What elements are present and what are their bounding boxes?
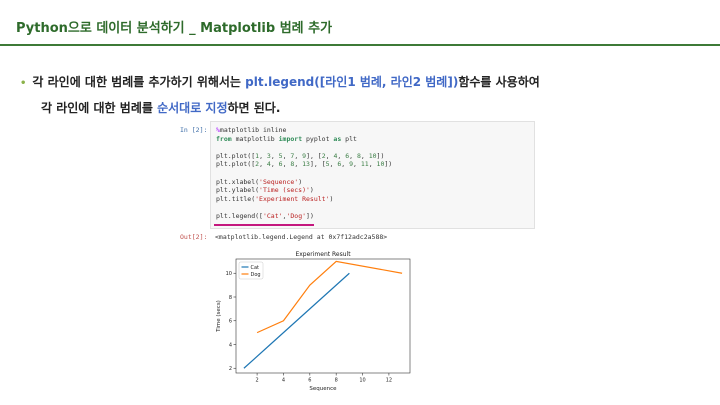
line2-suffix: 하면 된다. [227,101,281,115]
line1-highlight: plt.legend([라인1 범례, 라인2 범례]) [245,75,459,89]
y-tick-label: 6 [229,319,232,325]
chart: Experiment Result Sequence Time (secs) 2 4 6 8… [214,248,424,398]
slide-header: Python으로 데이터 분석하기 _ Matplotlib 범례 추가 [0,0,720,46]
header-divider [0,44,720,46]
description-line-2: 각 라인에 대한 범례를 순서대로 지정하면 된다. [20,96,710,121]
description-line-1: • 각 라인에 대한 범례를 추가하기 위해서는 plt.legend([라인1 … [20,70,710,96]
line2-prefix: 각 라인에 대한 범례를 [41,101,158,115]
line-chart: Experiment Result Sequence Time (secs) 2 4 6 8… [216,251,411,392]
legend-call-underline [214,224,314,226]
x-tick-label: 8 [335,378,338,384]
x-tick-label: 12 [386,378,392,384]
out-prompt: Out[2]: [180,233,208,241]
series-line-cat [243,272,350,369]
x-tick-label: 4 [282,378,285,384]
line1-suffix: 함수를 사용하여 [458,75,540,89]
output-text: <matplotlib.legend.Legend at 0x7f12adc2a… [215,233,388,241]
line1-prefix: 각 라인에 대한 범례를 추가하기 위해서는 [32,75,246,89]
in-prompt: In [2]: [180,126,208,134]
output-cell: Out[2]: <matplotlib.legend.Legend at 0x7… [178,233,538,243]
series-line-dog [256,260,403,334]
legend-label-dog: Dog [251,272,261,278]
y-tick-label: 8 [229,295,232,301]
chart-title: Experiment Result [295,251,351,258]
bullet-icon: • [20,78,27,89]
line2-highlight: 순서대로 지정 [157,101,228,115]
x-axis-label: Sequence [309,386,337,392]
x-tick-label: 6 [308,378,311,384]
plot-frame [235,258,411,374]
legend-box [238,261,264,280]
code-content: %matplotlib inline from matplotlib impor… [216,126,393,220]
y-axis-label: Time (secs) [216,300,222,333]
code-cell: In [2]: %matplotlib inline from matplotl… [178,121,535,229]
y-tick-label: 2 [229,366,232,372]
slide-title: Python으로 데이터 분석하기 _ Matplotlib 범례 추가 [16,21,333,36]
y-tick-label: 4 [229,342,232,348]
legend-label-cat: Cat [251,265,260,271]
description-text: • 각 라인에 대한 범례를 추가하기 위해서는 plt.legend([라인1 … [20,70,710,121]
code-editor[interactable]: %matplotlib inline from matplotlib impor… [210,121,535,229]
x-tick-label: 10 [359,378,365,384]
y-tick-label: 10 [226,271,232,277]
x-tick-label: 2 [255,378,258,384]
